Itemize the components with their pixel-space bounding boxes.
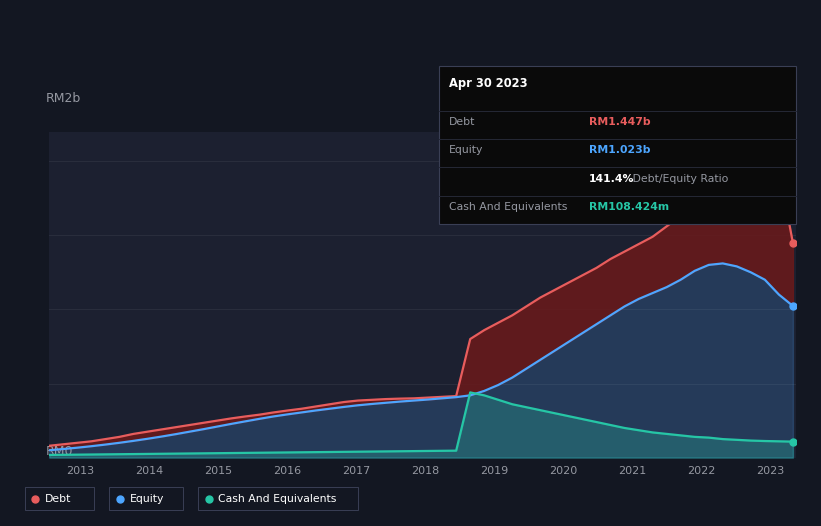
Text: Equity: Equity [130,493,164,504]
FancyBboxPatch shape [439,66,796,224]
Text: Debt/Equity Ratio: Debt/Equity Ratio [629,174,728,184]
Text: RM108.424m: RM108.424m [589,203,669,213]
Text: Debt: Debt [449,117,475,127]
Text: RM0: RM0 [45,444,73,458]
FancyBboxPatch shape [198,487,358,510]
Text: RM1.023b: RM1.023b [589,146,651,156]
Text: Cash And Equivalents: Cash And Equivalents [218,493,337,504]
Text: Debt: Debt [45,493,71,504]
Text: Equity: Equity [449,146,484,156]
Text: RM2b: RM2b [45,93,80,105]
FancyBboxPatch shape [25,487,94,510]
Text: Cash And Equivalents: Cash And Equivalents [449,203,567,213]
Text: Apr 30 2023: Apr 30 2023 [449,77,528,90]
Text: 141.4%: 141.4% [589,174,635,184]
Text: RM1.447b: RM1.447b [589,117,651,127]
FancyBboxPatch shape [109,487,183,510]
